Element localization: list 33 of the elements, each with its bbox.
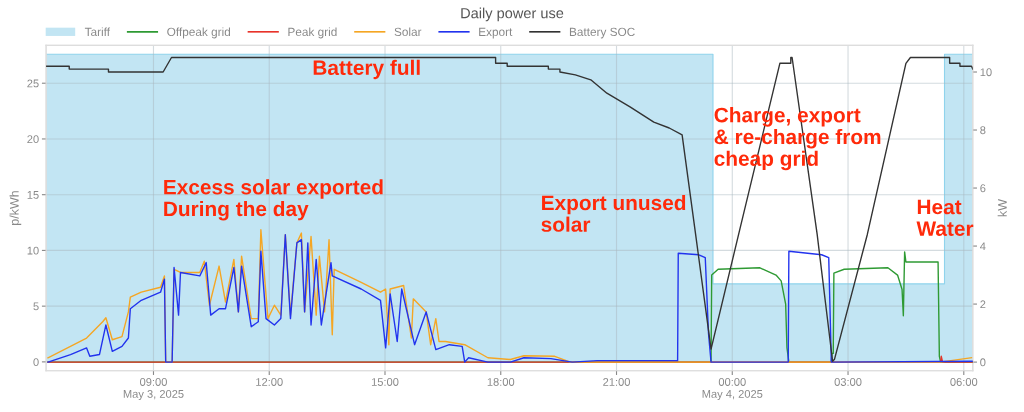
y-tick-label: 15	[27, 191, 39, 199]
x-tick-label: 15:00	[371, 378, 399, 386]
x-tick-label: 12:00	[256, 378, 283, 386]
x-tick-label: 21:00	[603, 378, 630, 386]
annotation: Battery full	[313, 59, 420, 80]
x-tick-label: 18:00	[487, 378, 515, 386]
annotation: Excess solar exported During the day	[164, 179, 383, 221]
y2-tick-label: 4	[980, 242, 986, 251]
x-tick-label: 03:00	[834, 378, 862, 386]
legend-label: Battery SOC	[569, 27, 635, 39]
y-tick-label: 0	[33, 358, 39, 367]
y-tick-label: 25	[27, 79, 39, 88]
legend-label: Tariff	[84, 27, 111, 37]
y2-axis-title: kW	[997, 199, 1007, 217]
x-tick-label: 06:00	[950, 378, 978, 386]
y-tick-label: 20	[27, 135, 39, 144]
legend-label: Offpeak grid	[167, 27, 231, 39]
y2-tick-label: 0	[980, 358, 986, 367]
x-tick-label: 00:00 May 4, 2025	[702, 378, 763, 401]
y2-tick-label: 6	[980, 184, 986, 193]
y2-tick-label: 2	[980, 300, 986, 309]
x-tick-label: 09:00 May 3, 2025	[123, 378, 184, 401]
chart-title: Daily power use	[461, 7, 564, 22]
annotation: Heat Water	[916, 199, 974, 236]
legend-label: Export	[479, 27, 513, 39]
legend-label: Peak grid	[288, 27, 337, 39]
y2-tick-label: 10	[980, 68, 992, 77]
legend-label: Solar	[394, 27, 422, 37]
y-axis-title: p/kWh	[9, 191, 22, 225]
y-tick-label: 5	[33, 302, 39, 311]
y-tick-label: 10	[27, 246, 39, 255]
annotation: Export unused solar	[541, 194, 686, 232]
y2-tick-label: 8	[980, 126, 986, 135]
